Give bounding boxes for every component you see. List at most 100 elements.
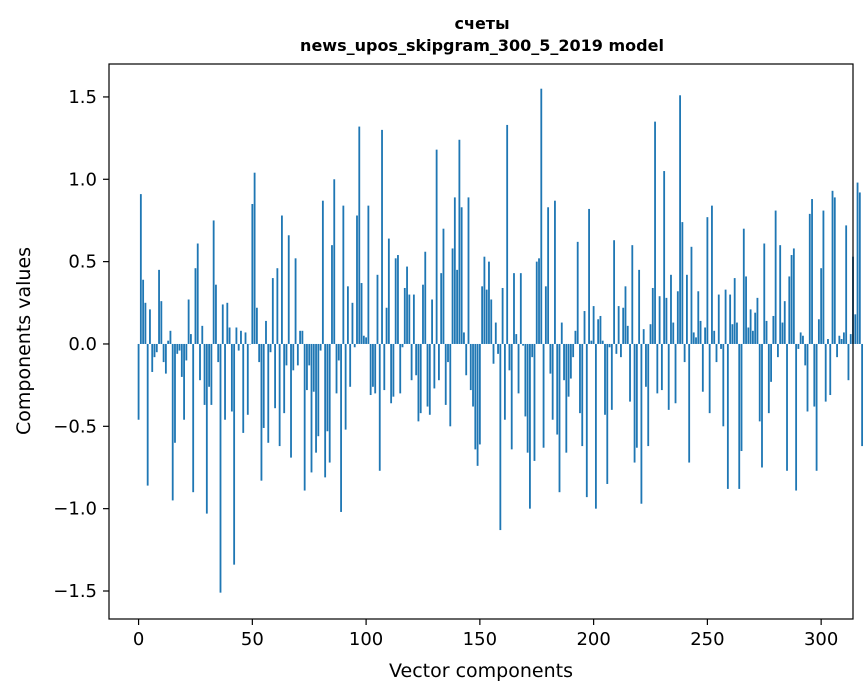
- bar-135: [444, 343, 447, 405]
- bar-269: [749, 309, 752, 344]
- bar-242: [688, 343, 691, 463]
- bar-220: [638, 269, 641, 344]
- y-tick-label: 0.5: [68, 252, 97, 273]
- bar-145: [467, 197, 470, 344]
- bar-141: [458, 139, 461, 344]
- bar-38: [224, 343, 226, 420]
- bar-193: [576, 241, 579, 344]
- bar-54: [260, 343, 263, 481]
- bars-group: [137, 88, 864, 593]
- bar-116: [401, 343, 404, 348]
- bar-168: [519, 273, 522, 344]
- bar-279: [772, 315, 775, 344]
- bar-27: [199, 343, 201, 381]
- bar-29: [203, 343, 206, 405]
- x-tick-label: 300: [804, 629, 838, 650]
- bar-300: [820, 268, 823, 344]
- bar-164: [510, 343, 513, 450]
- bar-312: [847, 343, 850, 381]
- bar-206: [606, 343, 609, 484]
- bar-89: [340, 343, 342, 512]
- bar-33: [212, 220, 215, 344]
- bar-79: [317, 343, 320, 437]
- bar-117: [403, 287, 406, 344]
- y-tick-label: −1.5: [53, 581, 97, 602]
- bar-228: [656, 343, 659, 394]
- bar-138: [451, 248, 454, 344]
- bar-94: [351, 302, 354, 344]
- bar-105: [376, 274, 379, 344]
- bar-227: [654, 121, 656, 344]
- bar-254: [715, 343, 718, 363]
- bar-249: [704, 327, 707, 344]
- bar-176: [538, 258, 540, 344]
- bar-96: [356, 215, 358, 344]
- bar-241: [686, 274, 688, 344]
- x-tick-label: 250: [690, 629, 724, 650]
- bar-123: [417, 343, 420, 422]
- bar-266: [742, 228, 745, 344]
- bar-175: [535, 261, 538, 344]
- bar-132: [438, 343, 440, 381]
- bar-14: [169, 330, 172, 344]
- bar-211: [617, 306, 620, 344]
- bar-24: [192, 343, 195, 493]
- bar-154: [488, 261, 490, 344]
- bar-48: [246, 343, 249, 415]
- bar-163: [508, 343, 511, 371]
- bar-207: [608, 343, 611, 348]
- bar-190: [569, 343, 572, 379]
- bar-239: [681, 222, 684, 344]
- bar-149: [476, 343, 479, 466]
- bar-160: [501, 287, 504, 344]
- bar-226: [651, 287, 654, 344]
- bar-169: [522, 343, 524, 346]
- bar-298: [815, 343, 818, 471]
- bar-313: [849, 334, 852, 344]
- bar-87: [335, 343, 338, 394]
- bar-69: [294, 258, 297, 344]
- bar-248: [701, 343, 704, 392]
- bar-210: [615, 343, 618, 354]
- bar-157: [494, 322, 497, 344]
- bar-3: [144, 302, 147, 344]
- bar-159: [499, 343, 502, 531]
- bar-102: [369, 343, 372, 396]
- bar-170: [524, 343, 527, 417]
- bar-217: [631, 245, 634, 344]
- bar-22: [187, 299, 190, 344]
- bar-291: [799, 332, 802, 344]
- bar-199: [590, 340, 593, 344]
- bar-181: [549, 343, 552, 374]
- bar-167: [517, 343, 520, 394]
- bar-285: [786, 343, 788, 471]
- bar-178: [542, 343, 545, 448]
- bar-45: [240, 330, 242, 344]
- bar-50: [251, 203, 254, 344]
- bar-172: [529, 343, 531, 509]
- bar-100: [365, 337, 368, 344]
- bar-179: [544, 286, 547, 344]
- bar-188: [565, 343, 568, 453]
- bar-315: [854, 314, 857, 344]
- bar-10: [160, 301, 163, 344]
- bar-95: [353, 343, 356, 348]
- bar-189: [567, 343, 570, 397]
- bar-0: [137, 343, 140, 420]
- bar-234: [670, 274, 672, 344]
- bar-156: [492, 343, 495, 364]
- bar-124: [419, 343, 422, 414]
- bar-40: [228, 327, 231, 344]
- bar-244: [692, 332, 695, 344]
- bar-294: [806, 343, 809, 412]
- bar-18: [178, 343, 181, 351]
- x-axis-ticks: 0 50 100 150 200 250 300: [133, 619, 838, 650]
- bar-240: [683, 343, 686, 363]
- bar-161: [503, 343, 506, 420]
- bar-309: [840, 339, 843, 344]
- bar-236: [674, 343, 677, 404]
- bar-268: [747, 327, 750, 344]
- y-axis-ticks: −1.5 −1.0 −0.5 0.0 0.5 1.0 1.5: [53, 87, 109, 602]
- y-axis-label: Components values: [13, 247, 35, 435]
- bar-62: [278, 343, 281, 447]
